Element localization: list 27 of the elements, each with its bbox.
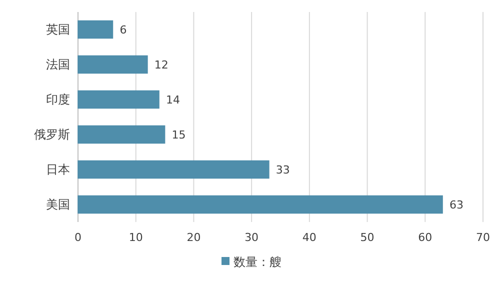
bar: [78, 90, 160, 109]
data-label: 33: [276, 164, 290, 176]
x-tick-label: 70: [476, 231, 490, 244]
y-tick-label: 印度: [46, 92, 70, 106]
x-tick-label: 40: [302, 231, 316, 244]
bar: [78, 160, 270, 179]
x-tick-label: 10: [128, 231, 143, 244]
y-tick-label: 日本: [46, 162, 70, 176]
y-tick-label: 俄罗斯: [34, 128, 70, 142]
x-tick-label: 20: [186, 231, 201, 244]
x-tick-label: 50: [360, 231, 374, 244]
data-label: 12: [154, 58, 168, 72]
bar: [78, 55, 148, 74]
bar: [78, 125, 166, 144]
legend-label: 数量：艘: [234, 255, 282, 269]
data-label: 15: [172, 128, 186, 142]
x-tick-label: 30: [244, 231, 259, 244]
y-tick-label: 英国: [46, 22, 70, 36]
bar: [78, 195, 443, 214]
data-label: 14: [166, 94, 180, 106]
data-label: 6: [120, 24, 127, 36]
bar: [78, 20, 114, 39]
y-tick-label: 美国: [46, 198, 70, 212]
data-label: 63: [450, 198, 464, 212]
y-tick-label: 法国: [46, 58, 70, 72]
x-tick-label: 60: [418, 231, 432, 244]
x-tick-label: 0: [74, 231, 82, 244]
